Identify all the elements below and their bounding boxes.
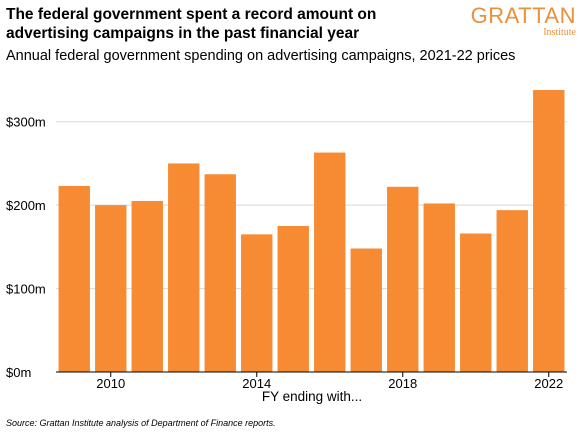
bar [241, 234, 273, 372]
bar [314, 152, 346, 372]
bar [533, 90, 565, 373]
bar [423, 203, 455, 372]
chart-title: The federal government spent a record am… [6, 6, 377, 42]
bar [168, 163, 200, 372]
x-tick-label: 2010 [96, 376, 125, 391]
y-tick-label: $300m [6, 115, 46, 130]
x-tick-label: 2014 [242, 376, 271, 391]
bar [277, 226, 309, 372]
x-tick-label: 2018 [388, 376, 417, 391]
bar [496, 210, 528, 372]
x-axis-title: FY ending with... [262, 389, 362, 404]
x-tick-label: 2022 [534, 376, 563, 391]
y-tick-label: $200m [6, 198, 46, 213]
bar [350, 248, 382, 372]
bar [460, 233, 492, 372]
y-tick-label: $100m [6, 282, 46, 297]
bar [131, 200, 163, 372]
logo-subtext: Institute [543, 27, 576, 38]
logo-wordmark: GRATTAN [470, 3, 576, 28]
source-note: Source: Grattan Institute analysis of De… [6, 418, 276, 428]
bar [387, 186, 419, 372]
bars [56, 90, 567, 373]
x-axis: 2010 2014 2018 2022 [96, 372, 563, 391]
y-axis: $0m $100m $200m $300m [6, 115, 46, 380]
y-tick-label: $0m [6, 365, 31, 380]
bar [58, 185, 90, 372]
grattan-logo: GRATTAN Institute [470, 3, 576, 39]
bar [95, 205, 127, 372]
chart-subtitle: Annual federal government spending on ad… [6, 48, 516, 64]
bar [204, 174, 236, 372]
